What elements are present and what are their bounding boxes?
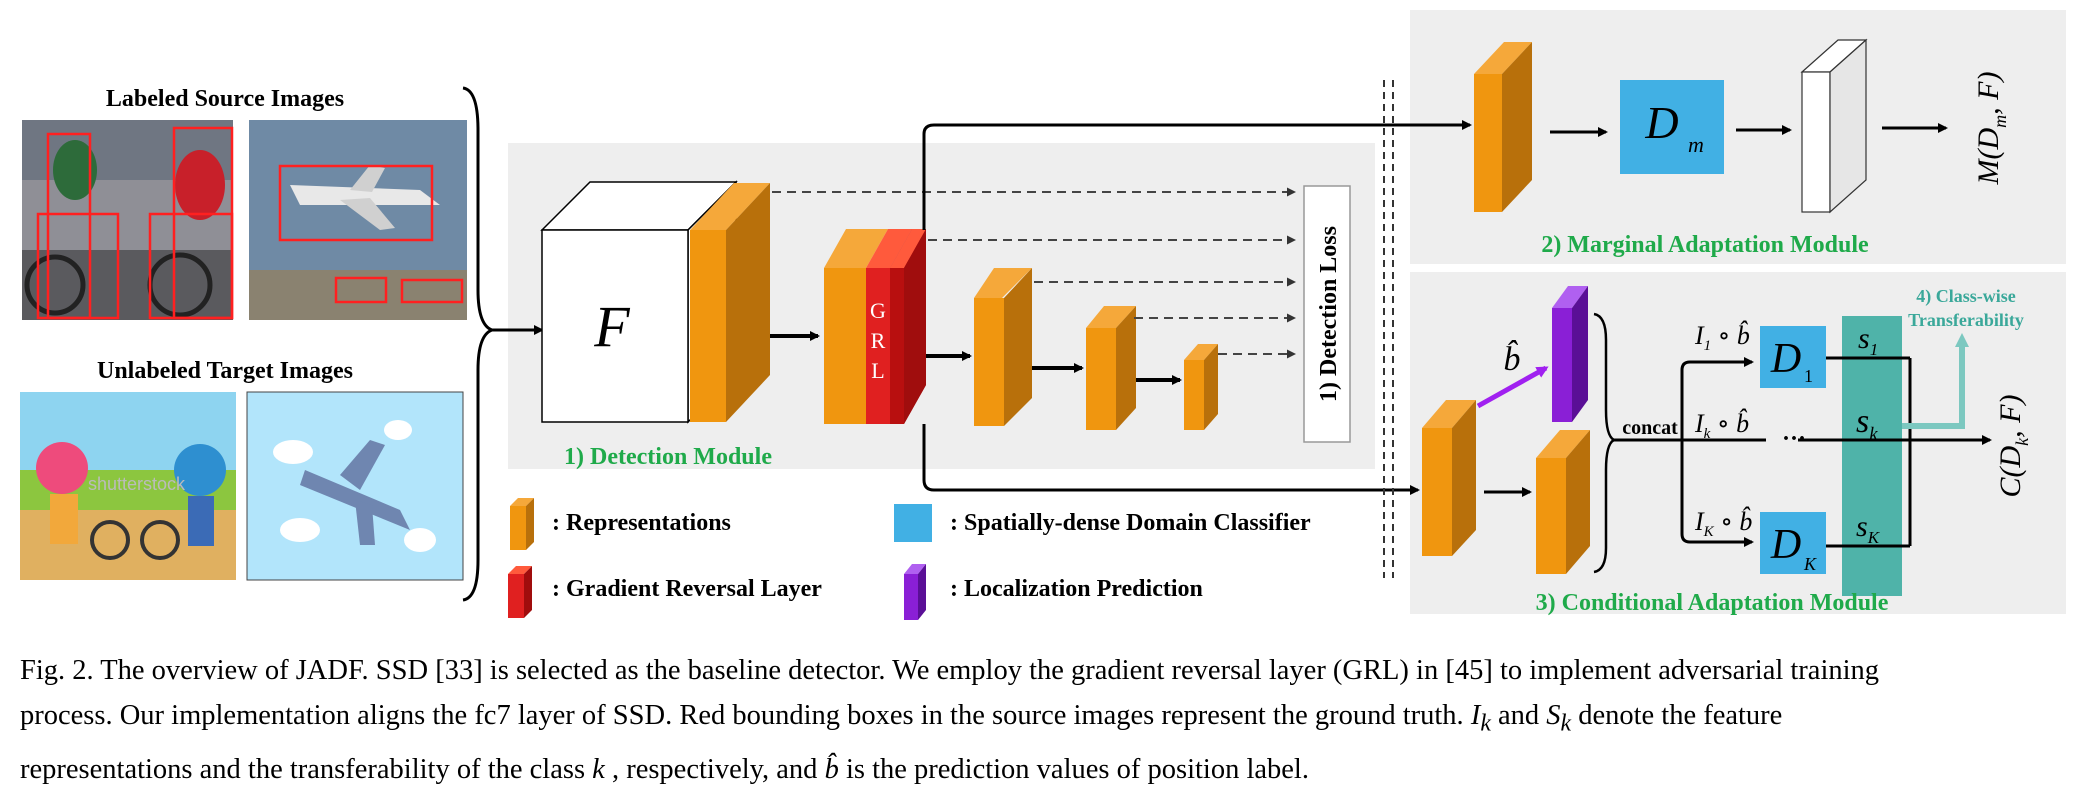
- conditional-loss-label: C(Dk, F): [1994, 395, 2032, 498]
- concat-label: concat: [1622, 417, 1678, 439]
- classwise-label-2: Transferability: [1908, 310, 2024, 330]
- detection-module-label: 1) Detection Module: [564, 444, 772, 470]
- legend-localization-text: : Localization Prediction: [950, 576, 1203, 602]
- iK-label: IK ∘ b̂: [1694, 507, 1752, 540]
- svg-text:C(Dk, F): C(Dk, F): [1994, 395, 2032, 498]
- ik-label: Ik ∘ b̂: [1694, 409, 1749, 442]
- source-image-airplane: [249, 120, 467, 320]
- class-classifier-d1: [1760, 326, 1826, 388]
- b-hat-label: b̂: [1504, 339, 1521, 378]
- d1-subscript: 1: [1804, 366, 1813, 386]
- grl-letter-l: L: [871, 358, 884, 383]
- marginal-representation-block: [1474, 42, 1532, 212]
- svg-text:M(Dm, F): M(Dm, F): [1972, 72, 2010, 186]
- legend-representations: : Representations: [510, 498, 731, 550]
- localization-block: [1552, 286, 1588, 422]
- conditional-module-label: 3) Conditional Adaptation Module: [1536, 590, 1889, 616]
- legend-classifier: : Spatially-dense Domain Classifier: [894, 504, 1311, 542]
- feature-block-1: [974, 268, 1032, 426]
- backbone-label: F: [593, 294, 630, 359]
- caption-line-1: Fig. 2. The overview of JADF. SSD [33] i…: [20, 655, 1880, 686]
- connector-to-conditional: [922, 424, 1420, 495]
- legend-localization: : Localization Prediction: [904, 564, 1203, 620]
- detection-loss-label: 1) Detection Loss: [1316, 226, 1342, 402]
- localization-arrow: [1476, 365, 1549, 409]
- dK-subscript: K: [1803, 554, 1817, 574]
- legend-grl-text: : Gradient Reversal Layer: [552, 576, 822, 602]
- detection-loss-box: [1303, 185, 1351, 443]
- marginal-classifier-dm: [1620, 80, 1724, 174]
- unlabeled-target-title: Unlabeled Target Images: [97, 358, 353, 384]
- cond-feature-block: [1536, 430, 1590, 574]
- target-image-cartoon-kids: shutterstock: [20, 392, 236, 580]
- figure-caption: Fig. 2. The overview of JADF. SSD [33] i…: [20, 648, 2060, 792]
- watermark-text: shutterstock: [88, 474, 186, 494]
- marginal-loss-label: M(Dm, F): [1972, 72, 2010, 186]
- marginal-output-block: [1800, 38, 1868, 214]
- caption-line-2: process. Our implementation aligns the f…: [20, 700, 1783, 737]
- feature-block-3: [1184, 344, 1218, 430]
- dm-subscript: m: [1688, 132, 1704, 157]
- grl-letter-g: G: [870, 298, 886, 323]
- connector-to-marginal: [922, 120, 1472, 230]
- sk-label: sk: [1856, 403, 1878, 445]
- transferability-band: [1842, 316, 1902, 596]
- grl-letter-r: R: [871, 328, 886, 353]
- labeled-source-title: Labeled Source Images: [106, 86, 344, 112]
- legend-grl: : Gradient Reversal Layer: [508, 566, 822, 618]
- class-classifier-dK: [1760, 512, 1826, 574]
- conditional-module-panel: [1410, 272, 2066, 614]
- classwise-label-1: 4) Class-wise: [1916, 286, 2016, 307]
- legend-classifier-text: : Spatially-dense Domain Classifier: [950, 510, 1311, 536]
- grl-block: G R L: [824, 229, 926, 424]
- dK-label: D: [1770, 522, 1801, 568]
- concat-branches: [1612, 357, 1766, 547]
- caption-line-3: representations and the transferability …: [20, 753, 1309, 785]
- i1-label: I1 ∘ b̂: [1694, 321, 1750, 354]
- s1-label: s1: [1858, 322, 1878, 359]
- fc7-representation-block: [690, 183, 770, 422]
- classwise-arrow: [1902, 333, 1969, 429]
- target-image-cartoon-plane: [246, 391, 464, 581]
- legend-representations-text: : Representations: [552, 510, 731, 536]
- dm-label: D: [1644, 97, 1678, 148]
- source-image-cyclists: [22, 120, 234, 320]
- sK-label: sK: [1856, 510, 1881, 547]
- d1-label: D: [1770, 336, 1801, 382]
- classifier-outputs: [1798, 356, 1992, 548]
- input-brace: [462, 86, 497, 602]
- conditional-representation-block: [1422, 400, 1476, 556]
- dashed-arrows-to-loss: [772, 187, 1296, 359]
- marginal-module-label: 2) Marginal Adaptation Module: [1541, 232, 1869, 258]
- module-separator: [1383, 80, 1394, 578]
- feature-block-2: [1086, 306, 1136, 430]
